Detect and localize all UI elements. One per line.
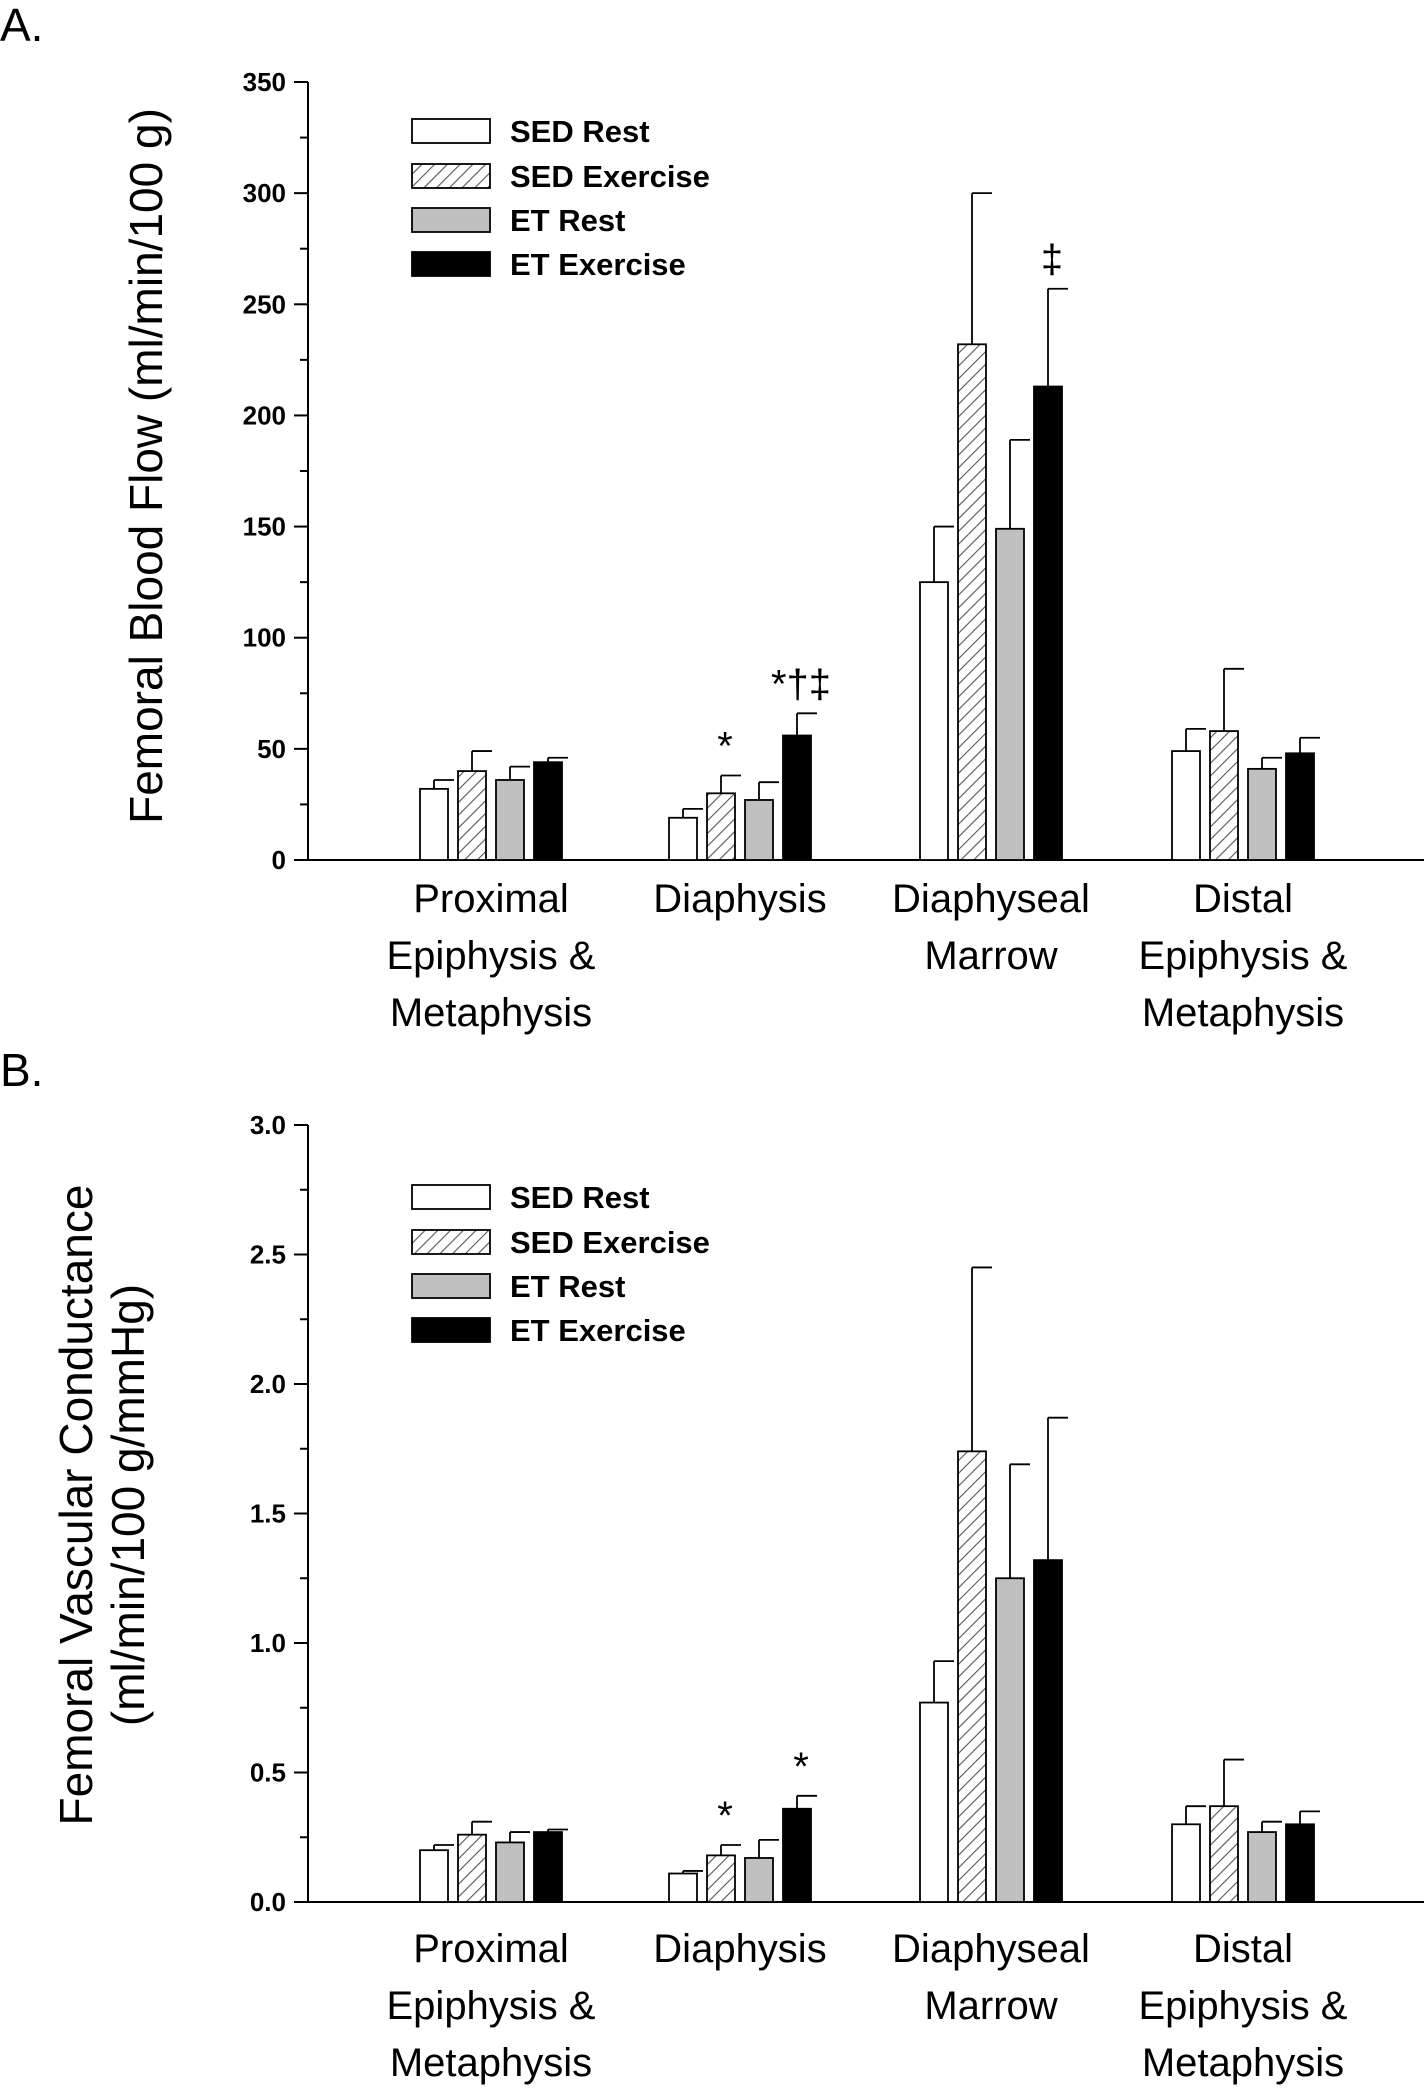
- x-category-label: Metaphysis: [1142, 2041, 1344, 2085]
- legend-entry: SED Rest: [510, 1180, 650, 1215]
- x-category-label: Epiphysis &: [1139, 934, 1348, 978]
- bar-sed-rest: [668, 1872, 698, 1903]
- legend-swatch-et-rest: [411, 1273, 491, 1299]
- bar-sed-exercise: [957, 343, 987, 861]
- x-category-label: Metaphysis: [1142, 991, 1344, 1035]
- bar-et-rest: [495, 1841, 525, 1903]
- y-axis-label: Femoral Vascular Conductance: [50, 1185, 102, 1826]
- x-category-label: Distal: [1193, 877, 1293, 921]
- significance-marker: *: [717, 1794, 733, 1838]
- bar-sed-rest: [668, 816, 698, 861]
- bar-et-exercise: [1285, 1823, 1315, 1903]
- x-category-label: Marrow: [924, 1984, 1057, 2028]
- bar-et-rest: [495, 779, 525, 861]
- x-category-label: Diaphysis: [653, 877, 826, 921]
- bar-et-exercise: [533, 1831, 563, 1903]
- bar-et-rest: [995, 1577, 1025, 1903]
- legend-entry: ET Exercise: [510, 247, 686, 282]
- bar-sed-rest: [919, 1701, 949, 1903]
- legend-entry: ET Rest: [510, 203, 625, 238]
- legend-entry: SED Exercise: [510, 1225, 710, 1260]
- legend-entry: SED Exercise: [510, 159, 710, 194]
- y-tick-label: 2.5: [250, 1240, 286, 1270]
- y-tick-label: 2.0: [250, 1369, 286, 1399]
- significance-marker: ‡: [1041, 238, 1063, 282]
- legend-swatch-et-exercise: [411, 251, 491, 277]
- bar-sed-exercise: [1209, 730, 1239, 861]
- bar-et-rest: [1247, 1831, 1277, 1903]
- significance-marker: *†‡: [771, 662, 831, 706]
- bar-et-rest: [744, 799, 774, 861]
- bar-et-exercise: [782, 734, 812, 861]
- y-tick-label: 0: [272, 845, 286, 875]
- bar-sed-rest: [919, 581, 949, 861]
- y-tick-label: 250: [243, 289, 286, 319]
- significance-marker: *: [717, 725, 733, 769]
- x-category-label: Diaphyseal: [892, 877, 1090, 921]
- bar-sed-exercise: [457, 1833, 487, 1903]
- x-category-label: Epiphysis &: [387, 1984, 596, 2028]
- legend-swatch-sed-rest: [411, 1184, 491, 1210]
- y-tick-label: 100: [243, 623, 286, 653]
- legend-entry: ET Rest: [510, 1269, 625, 1304]
- bar-et-rest: [1247, 767, 1277, 861]
- x-category-label: Metaphysis: [390, 991, 592, 1035]
- x-category-label: Proximal: [413, 1927, 569, 1971]
- bar-sed-exercise: [457, 770, 487, 861]
- x-category-label: Diaphyseal: [892, 1927, 1090, 1971]
- y-tick-label: 300: [243, 178, 286, 208]
- legend-entry: ET Exercise: [510, 1313, 686, 1348]
- x-category-label: Diaphysis: [653, 1927, 826, 1971]
- x-category-label: Epiphysis &: [1139, 1984, 1348, 2028]
- y-tick-label: 3.0: [250, 1110, 286, 1140]
- y-tick-label: 50: [257, 734, 286, 764]
- bar-et-exercise: [782, 1807, 812, 1903]
- y-tick-label: 1.0: [250, 1628, 286, 1658]
- bar-et-exercise: [1285, 752, 1315, 861]
- bar-et-rest: [995, 527, 1025, 861]
- y-tick-label: 0.5: [250, 1758, 286, 1788]
- legend-swatch-sed-exercise: [411, 163, 491, 189]
- y-axis-label: (ml/min/100 g/mmHg): [102, 1284, 154, 1726]
- legend-swatch-sed-exercise: [411, 1229, 491, 1255]
- panel-label: A.: [0, 0, 43, 51]
- bar-sed-rest: [1171, 1823, 1201, 1903]
- bar-sed-exercise: [706, 1854, 736, 1903]
- panel-a: A. Femoral Blood Flow (ml/min/100 g) 0 50 10…: [0, 0, 1424, 1035]
- y-tick-label: 0.0: [250, 1887, 286, 1917]
- bar-sed-rest: [419, 787, 449, 861]
- x-category-label: Distal: [1193, 1927, 1293, 1971]
- bar-et-exercise: [1033, 1559, 1063, 1903]
- y-tick-label: 150: [243, 512, 286, 542]
- bar-sed-rest: [419, 1849, 449, 1903]
- y-tick-label: 1.5: [250, 1499, 286, 1529]
- x-category-label: Proximal: [413, 877, 569, 921]
- bar-sed-exercise: [1209, 1805, 1239, 1903]
- bar-sed-rest: [1171, 750, 1201, 861]
- bar-et-rest: [744, 1857, 774, 1903]
- y-tick-label: 350: [243, 67, 286, 97]
- legend-swatch-sed-rest: [411, 118, 491, 144]
- legend-swatch-et-rest: [411, 207, 491, 233]
- bar-sed-exercise: [706, 792, 736, 861]
- bar-sed-exercise: [957, 1450, 987, 1903]
- bar-et-exercise: [1033, 385, 1063, 861]
- panel-b: B. Femoral Vascular Conductance (ml/min/10…: [0, 1044, 1424, 2085]
- x-category-label: Marrow: [924, 934, 1057, 978]
- bar-et-exercise: [533, 761, 563, 861]
- significance-marker: *: [793, 1745, 809, 1789]
- x-category-label: Metaphysis: [390, 2041, 592, 2085]
- legend-swatch-et-exercise: [411, 1317, 491, 1343]
- panel-label: B.: [0, 1044, 43, 1096]
- y-axis-label: Femoral Blood Flow (ml/min/100 g): [120, 108, 172, 824]
- y-tick-label: 200: [243, 400, 286, 430]
- legend-entry: SED Rest: [510, 114, 650, 149]
- x-category-label: Epiphysis &: [387, 934, 596, 978]
